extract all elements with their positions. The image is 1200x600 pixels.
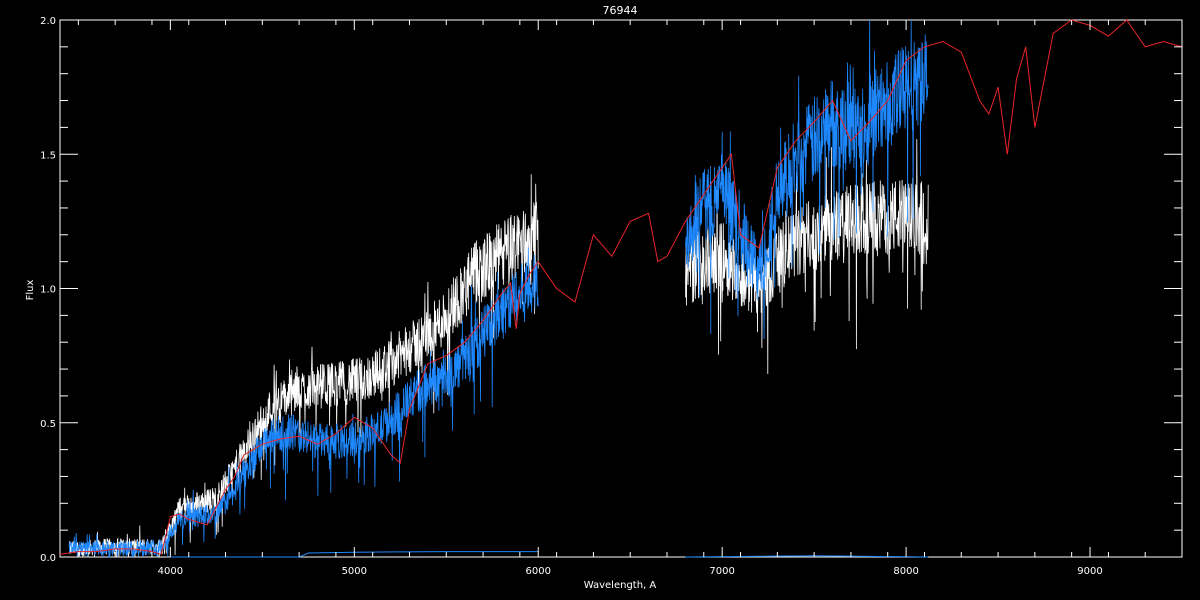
x-tick-label: 5000 — [342, 566, 367, 577]
series-1-segment-0 — [68, 247, 539, 559]
x-tick-label: 7000 — [709, 566, 734, 577]
y-tick-label: 0.5 — [40, 419, 56, 430]
series-2-segment-0 — [170, 551, 539, 558]
series-layer — [59, 19, 1183, 559]
x-tick-label: 4000 — [158, 566, 183, 577]
x-axis-label: Wavelength, A — [584, 580, 657, 591]
y-tick-label: 1.5 — [40, 150, 56, 161]
series-3-segment-0 — [59, 19, 1183, 555]
ticks-layer: 4000 5000 6000 7000 8000 9000 0.0 0.5 1.0 1.5 2.0 — [40, 16, 1183, 577]
x-tick-label: 8000 — [893, 566, 918, 577]
y-tick-label: 1.0 — [40, 285, 56, 296]
chart-title: 76944 — [603, 4, 638, 17]
y-tick-label: 2.0 — [40, 16, 56, 27]
y-axis-label: Flux — [25, 280, 36, 301]
y-tick-label: 0.0 — [40, 553, 56, 564]
x-tick-label: 6000 — [526, 566, 551, 577]
x-tick-label: 9000 — [1077, 566, 1102, 577]
